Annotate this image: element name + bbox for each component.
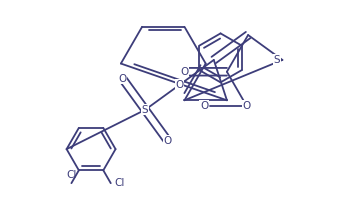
Text: O: O (163, 136, 172, 146)
Text: O: O (119, 74, 127, 84)
Text: O: O (242, 101, 251, 110)
Text: Cl: Cl (114, 178, 125, 188)
Text: O: O (200, 101, 208, 110)
Text: Cl: Cl (66, 170, 76, 180)
Text: O: O (175, 80, 184, 90)
Text: O: O (180, 67, 188, 77)
Text: S: S (274, 55, 280, 65)
Text: S: S (142, 105, 148, 115)
